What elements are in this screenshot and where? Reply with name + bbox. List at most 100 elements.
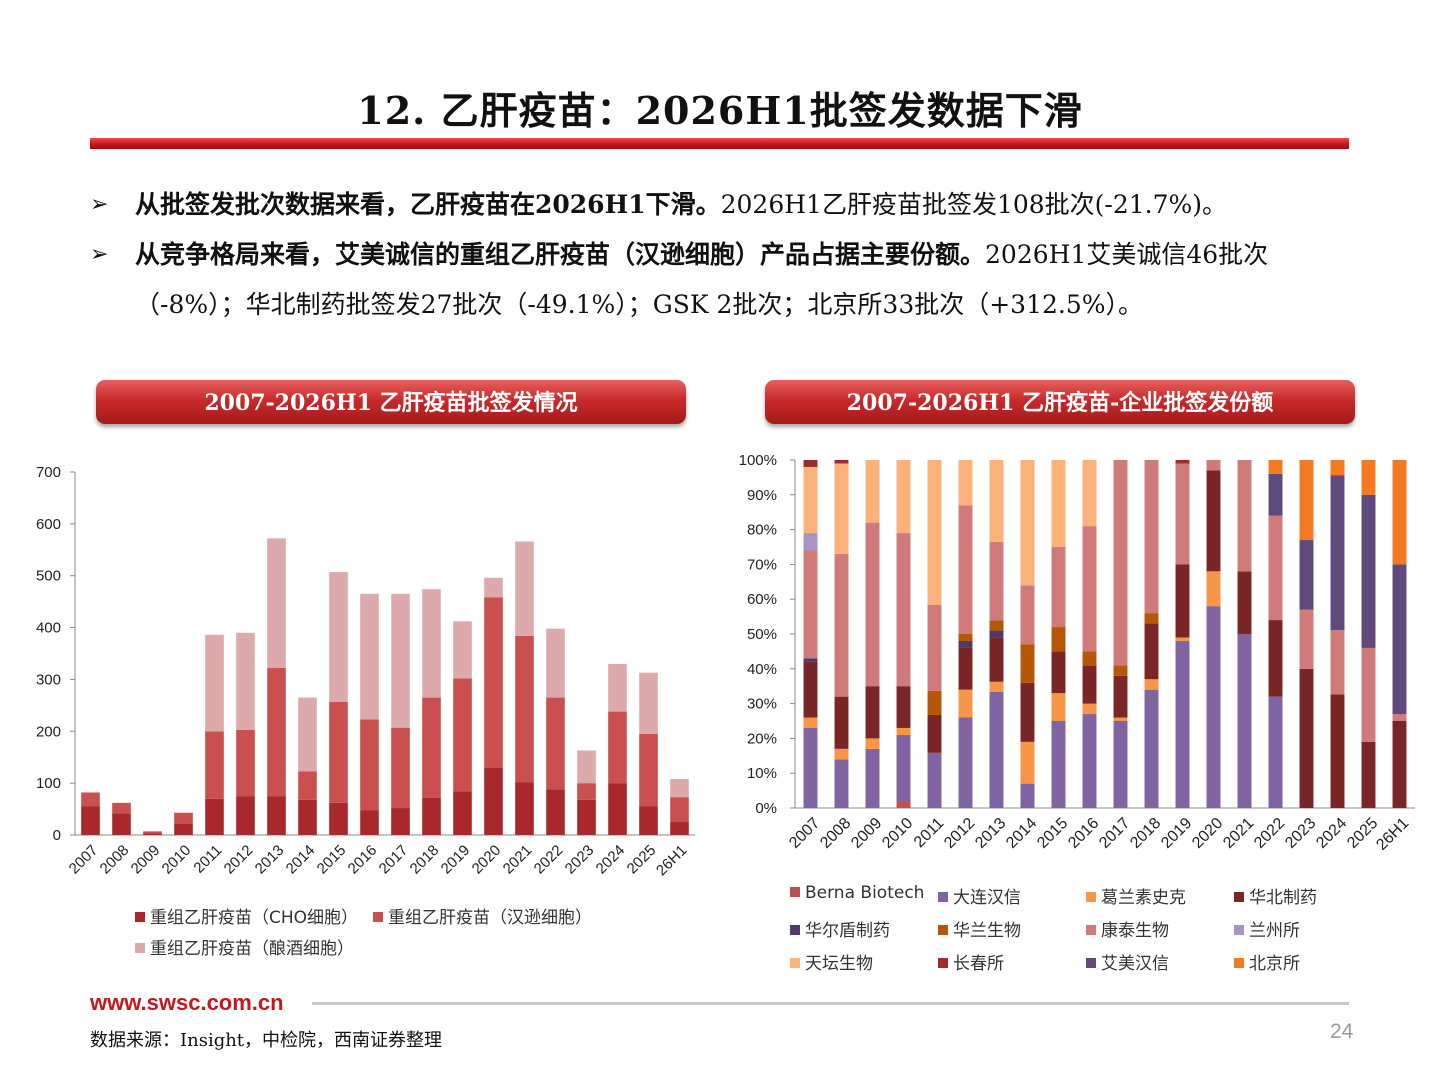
bar-segment [1299, 460, 1314, 541]
x-tick-label: 2007 [66, 842, 102, 878]
x-tick-label: 2014 [1003, 815, 1040, 852]
x-tick-label: 2021 [500, 842, 536, 878]
bar-segment [803, 661, 818, 718]
x-tick-label: 2011 [911, 815, 947, 851]
legend-swatch [790, 887, 800, 897]
bar-segment [670, 797, 689, 823]
y-tick-label: 90% [747, 487, 777, 504]
bar-segment [143, 833, 162, 835]
y-tick-label: 50% [747, 626, 777, 643]
legend-label: 华北制药 [1249, 888, 1317, 908]
legend-label: 重组乙肝疫苗（酿酒细胞） [150, 939, 354, 959]
bullet-list: ➢ 从批签发批次数据来看，乙肝疫苗在2026H1下滑。2026H1乙肝疫苗批签发1… [90, 180, 1360, 330]
legend-swatch [938, 958, 948, 968]
bar-segment [1175, 564, 1190, 638]
bar-segment [989, 620, 1004, 631]
legend-item: 葛兰素史克 [1086, 883, 1186, 908]
bar-segment [1392, 460, 1407, 565]
bar-segment [834, 463, 849, 554]
bar-segment [453, 621, 472, 679]
page-number: 24 [1330, 1020, 1354, 1043]
bar-segment [1082, 665, 1097, 704]
bar-segment [329, 701, 348, 803]
legend-label: 华兰生物 [953, 921, 1021, 941]
bar-segment [267, 796, 286, 835]
bar-segment [1299, 609, 1314, 669]
bar-segment [803, 533, 818, 551]
x-tick-label: 2022 [1251, 815, 1288, 852]
x-tick-label: 2025 [1344, 815, 1381, 852]
bar-segment [391, 593, 410, 728]
bar-segment [927, 690, 942, 715]
bar-segment [927, 604, 942, 691]
bar-segment [298, 697, 317, 772]
bar-segment [865, 522, 880, 687]
bar-segment [205, 798, 224, 835]
bar-segment [1082, 460, 1097, 527]
bar-segment [834, 759, 849, 808]
bar-segment [1144, 623, 1159, 680]
right-chart-title: 2007-2026H1 乙肝疫苗-企业批签发份额 [765, 380, 1355, 424]
bar-segment [174, 812, 193, 824]
arrow-bullet-icon: ➢ [90, 192, 109, 217]
x-tick-label: 26H1 [653, 842, 690, 879]
x-tick-label: 2025 [624, 842, 660, 878]
y-tick-label: 70% [747, 556, 777, 573]
x-tick-label: 2007 [786, 815, 823, 852]
bar-segment [1330, 630, 1345, 695]
legend-swatch [1234, 892, 1244, 902]
source-note: 数据来源：Insight，中检院，西南证券整理 [90, 1030, 443, 1051]
x-tick-label: 2020 [469, 842, 505, 878]
y-tick-label: 200 [36, 723, 61, 740]
x-tick-label: 2021 [1220, 815, 1257, 852]
bar-segment [803, 460, 818, 467]
legend-swatch [790, 925, 800, 935]
bar-segment [670, 822, 689, 835]
x-tick-label: 2019 [438, 842, 474, 878]
bar-segment [484, 767, 503, 835]
bar-segment [1020, 460, 1035, 586]
bar-segment [1020, 585, 1035, 645]
bar-segment [546, 697, 565, 790]
left-chart-title: 2007-2026H1 乙肝疫苗批签发情况 [96, 380, 686, 424]
x-tick-label: 26H1 [1373, 815, 1412, 854]
x-tick-label: 2017 [1096, 815, 1133, 852]
y-tick-label: 40% [747, 661, 777, 678]
bar-segment [112, 813, 131, 835]
bar-segment [1051, 627, 1066, 652]
bar-segment [608, 663, 627, 712]
legend-label: 康泰生物 [1101, 921, 1169, 941]
bar-segment [865, 738, 880, 749]
bar-segment [639, 733, 658, 807]
bar-segment [267, 668, 286, 797]
bar-segment [1082, 651, 1097, 666]
page-title: 12. 乙肝疫苗：2026H1批签发数据下滑 [357, 88, 1083, 133]
x-tick-label: 2016 [1065, 815, 1102, 852]
bar-segment [329, 802, 348, 835]
legend-swatch [373, 912, 383, 922]
bar-segment [1082, 526, 1097, 652]
bar-segment [1020, 783, 1035, 808]
y-tick-label: 0 [53, 827, 61, 844]
legend-swatch [1086, 958, 1096, 968]
legend-label: 大连汉信 [953, 888, 1021, 908]
legend-swatch [1086, 925, 1096, 935]
bar-segment [1051, 547, 1066, 628]
x-tick-label: 2019 [1158, 815, 1195, 852]
bar-segment [958, 460, 973, 506]
bullet-2-text: 2026H1艾美诚信46批次（-8%）；华北制药批签发27批次（-49.1%）；… [135, 240, 1269, 319]
bar-segment [360, 593, 379, 720]
legend-item: 大连汉信 [938, 883, 1021, 908]
bar-segment [360, 810, 379, 835]
bar-segment [422, 589, 441, 698]
bar-segment [1051, 721, 1066, 808]
bar-segment [453, 678, 472, 792]
bar-segment [298, 799, 317, 835]
bullet-item-1: ➢ 从批签发批次数据来看，乙肝疫苗在2026H1下滑。2026H1乙肝疫苗批签发1… [90, 180, 1360, 230]
legend-item: 长春所 [938, 949, 1004, 974]
left-chart-legend: 重组乙肝疫苗（CHO细胞） 重组乙肝疫苗（汉逊细胞） 重组乙肝疫苗（酿酒细胞） [135, 903, 695, 973]
legend-item: 北京所 [1234, 949, 1300, 974]
bar-segment [803, 658, 818, 662]
footer-url[interactable]: www.swsc.com.cn [90, 990, 284, 1015]
bullet-1-text: 2026H1乙肝疫苗批签发108批次(-21.7%)。 [720, 190, 1228, 219]
